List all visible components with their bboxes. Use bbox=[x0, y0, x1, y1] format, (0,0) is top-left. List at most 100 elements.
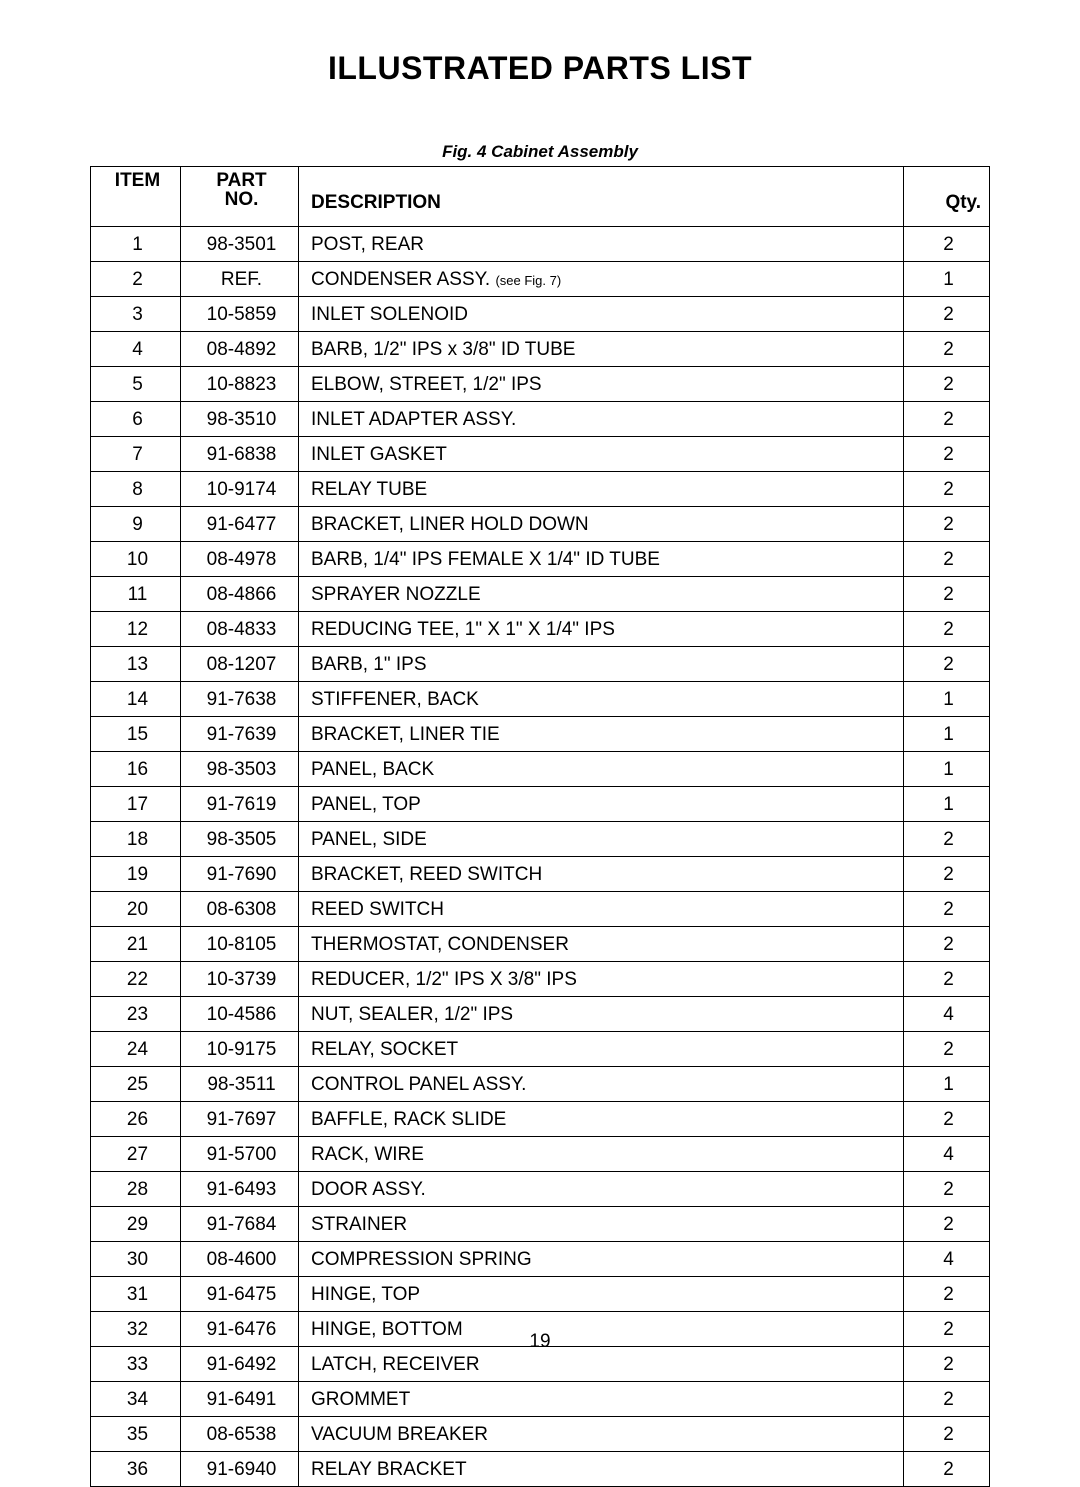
cell-qty: 2 bbox=[904, 507, 990, 542]
cell-description-text: LATCH, RECEIVER bbox=[311, 1354, 480, 1375]
cell-description-text: THERMOSTAT, CONDENSER bbox=[311, 934, 569, 955]
cell-item: 30 bbox=[91, 1242, 181, 1277]
cell-item: 24 bbox=[91, 1032, 181, 1067]
cell-part-no: 91-6477 bbox=[181, 507, 299, 542]
page-title: ILLUSTRATED PARTS LIST bbox=[90, 50, 990, 87]
cell-description: STIFFENER, BACK bbox=[299, 682, 904, 717]
table-row: 2310-4586NUT, SEALER, 1/2" IPS4 bbox=[91, 997, 990, 1032]
cell-item: 14 bbox=[91, 682, 181, 717]
cell-part-no: 08-6538 bbox=[181, 1417, 299, 1452]
cell-part-no: 08-6308 bbox=[181, 892, 299, 927]
cell-description: RELAY TUBE bbox=[299, 472, 904, 507]
cell-qty: 2 bbox=[904, 472, 990, 507]
cell-item: 23 bbox=[91, 997, 181, 1032]
cell-part-no: 98-3501 bbox=[181, 227, 299, 262]
col-header-qty: Qty. bbox=[904, 167, 990, 227]
table-row: 810-9174RELAY TUBE2 bbox=[91, 472, 990, 507]
cell-description-text: INLET ADAPTER ASSY. bbox=[311, 409, 516, 430]
cell-description-text: RELAY TUBE bbox=[311, 479, 427, 500]
cell-item: 34 bbox=[91, 1382, 181, 1417]
cell-description: BARB, 1/2" IPS x 3/8" ID TUBE bbox=[299, 332, 904, 367]
table-row: 510-8823ELBOW, STREET, 1/2" IPS2 bbox=[91, 367, 990, 402]
cell-qty: 2 bbox=[904, 892, 990, 927]
cell-part-no: 08-4600 bbox=[181, 1242, 299, 1277]
cell-description-text: BRACKET, LINER TIE bbox=[311, 724, 500, 745]
table-row: 3008-4600COMPRESSION SPRING4 bbox=[91, 1242, 990, 1277]
table-row: 1108-4866SPRAYER NOZZLE2 bbox=[91, 577, 990, 612]
cell-qty: 1 bbox=[904, 787, 990, 822]
table-row: 2991-7684STRAINER2 bbox=[91, 1207, 990, 1242]
cell-description-text: COMPRESSION SPRING bbox=[311, 1249, 532, 1270]
table-row: 1698-3503PANEL, BACK1 bbox=[91, 752, 990, 787]
cell-description-text: PANEL, BACK bbox=[311, 759, 434, 780]
cell-item: 26 bbox=[91, 1102, 181, 1137]
cell-item: 31 bbox=[91, 1277, 181, 1312]
cell-qty: 2 bbox=[904, 367, 990, 402]
table-row: 791-6838INLET GASKET2 bbox=[91, 437, 990, 472]
cell-part-no: 08-4833 bbox=[181, 612, 299, 647]
cell-description-text: STIFFENER, BACK bbox=[311, 689, 479, 710]
cell-qty: 2 bbox=[904, 1417, 990, 1452]
cell-description-text: GROMMET bbox=[311, 1389, 410, 1410]
cell-qty: 4 bbox=[904, 997, 990, 1032]
cell-description-text: RELAY, SOCKET bbox=[311, 1039, 458, 1060]
cell-description-text: PANEL, SIDE bbox=[311, 829, 427, 850]
table-row: 2891-6493DOOR ASSY.2 bbox=[91, 1172, 990, 1207]
cell-description: GROMMET bbox=[299, 1382, 904, 1417]
cell-description: PANEL, TOP bbox=[299, 787, 904, 822]
cell-part-no: 91-7639 bbox=[181, 717, 299, 752]
cell-part-no: 91-6491 bbox=[181, 1382, 299, 1417]
table-row: 2008-6308REED SWITCH2 bbox=[91, 892, 990, 927]
cell-description: COMPRESSION SPRING bbox=[299, 1242, 904, 1277]
table-row: 3491-6491 GROMMET 2 bbox=[91, 1382, 990, 1417]
cell-description-text: POST, REAR bbox=[311, 234, 424, 255]
cell-item: 21 bbox=[91, 927, 181, 962]
cell-qty: 2 bbox=[904, 402, 990, 437]
cell-description-text: SPRAYER NOZZLE bbox=[311, 584, 481, 605]
cell-description-text: HINGE, TOP bbox=[311, 1284, 420, 1305]
col-header-description-label: DESCRIPTION bbox=[311, 192, 441, 213]
table-row: 3508-6538VACUUM BREAKER2 bbox=[91, 1417, 990, 1452]
table-row: 2410-9175RELAY, SOCKET2 bbox=[91, 1032, 990, 1067]
cell-part-no: 98-3511 bbox=[181, 1067, 299, 1102]
table-row: 1591-7639BRACKET, LINER TIE1 bbox=[91, 717, 990, 752]
cell-part-no: 91-5700 bbox=[181, 1137, 299, 1172]
col-header-item-label: ITEM bbox=[115, 170, 160, 191]
parts-table: ITEM PART NO. DESCRIPTION Qty. 198-3501P… bbox=[90, 166, 990, 1487]
cell-part-no: 10-4586 bbox=[181, 997, 299, 1032]
cell-item: 29 bbox=[91, 1207, 181, 1242]
cell-item: 16 bbox=[91, 752, 181, 787]
cell-item: 8 bbox=[91, 472, 181, 507]
cell-item: 19 bbox=[91, 857, 181, 892]
cell-description-text: BRACKET, LINER HOLD DOWN bbox=[311, 514, 589, 535]
cell-qty: 2 bbox=[904, 647, 990, 682]
cell-item: 17 bbox=[91, 787, 181, 822]
cell-part-no: 91-6493 bbox=[181, 1172, 299, 1207]
cell-description-text: RELAY BRACKET bbox=[311, 1459, 467, 1480]
cell-description: BRACKET, REED SWITCH bbox=[299, 857, 904, 892]
cell-description: NUT, SEALER, 1/2" IPS bbox=[299, 997, 904, 1032]
cell-qty: 1 bbox=[904, 682, 990, 717]
cell-qty: 2 bbox=[904, 612, 990, 647]
table-row: 1491-7638STIFFENER, BACK1 bbox=[91, 682, 990, 717]
cell-description-text: INLET SOLENOID bbox=[311, 304, 468, 325]
cell-qty: 2 bbox=[904, 542, 990, 577]
cell-item: 15 bbox=[91, 717, 181, 752]
cell-qty: 2 bbox=[904, 1172, 990, 1207]
cell-item: 12 bbox=[91, 612, 181, 647]
cell-item: 28 bbox=[91, 1172, 181, 1207]
cell-description: PANEL, SIDE bbox=[299, 822, 904, 857]
cell-part-no: 10-9175 bbox=[181, 1032, 299, 1067]
table-row: 310-5859INLET SOLENOID2 bbox=[91, 297, 990, 332]
cell-qty: 1 bbox=[904, 262, 990, 297]
cell-description-text: PANEL, TOP bbox=[311, 794, 421, 815]
cell-item: 36 bbox=[91, 1452, 181, 1487]
table-row: 2598-3511CONTROL PANEL ASSY.1 bbox=[91, 1067, 990, 1102]
table-row: 2791-5700RACK, WIRE4 bbox=[91, 1137, 990, 1172]
table-row: 991-6477BRACKET, LINER HOLD DOWN2 bbox=[91, 507, 990, 542]
cell-part-no: 08-4892 bbox=[181, 332, 299, 367]
cell-part-no: 91-7684 bbox=[181, 1207, 299, 1242]
cell-item: 6 bbox=[91, 402, 181, 437]
cell-qty: 2 bbox=[904, 1382, 990, 1417]
cell-description: BAFFLE, RACK SLIDE bbox=[299, 1102, 904, 1137]
